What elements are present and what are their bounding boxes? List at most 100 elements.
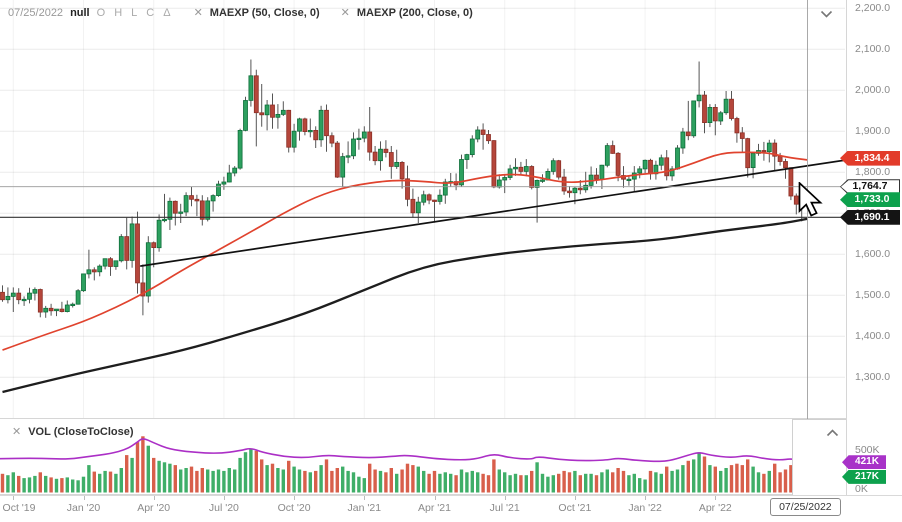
candle-body	[534, 179, 540, 188]
volume-bar	[389, 468, 393, 493]
chevron-up-icon[interactable]	[826, 429, 839, 437]
time-axis-label: Jan '20	[66, 502, 101, 514]
chart-legend: 07/25/2022 null O H L C Δ ✕ MAEXP (50, C…	[8, 6, 473, 20]
volume-bar	[573, 470, 577, 493]
volume-bar	[206, 469, 210, 493]
candle-body	[54, 308, 59, 312]
volume-bar	[265, 465, 269, 493]
time-axis-label: Oct '20	[277, 502, 311, 514]
candle-body	[324, 109, 329, 137]
time-axis-label: Oct '19	[2, 502, 36, 514]
volume-bar	[584, 473, 588, 493]
candle-body	[16, 292, 22, 301]
remove-volume-icon[interactable]: ✕	[12, 426, 22, 438]
volume-bar	[125, 455, 129, 493]
volume-bar	[551, 475, 555, 493]
remove-ma50-icon[interactable]: ✕	[193, 7, 203, 19]
candle-body	[432, 199, 437, 202]
gridlines	[0, 0, 845, 419]
volume-bar	[724, 468, 728, 493]
volume-bar	[546, 476, 550, 493]
volume-axis-label-0k: 0K	[855, 483, 868, 495]
price-axis-label: 1,800.0	[855, 165, 891, 178]
volume-bar	[465, 472, 469, 493]
candle-body	[475, 129, 481, 140]
candle-body	[318, 109, 324, 141]
study-label-ma50[interactable]: MAEXP (50, Close, 0)	[209, 6, 320, 19]
ohlc-field-l: L	[131, 6, 139, 19]
volume-bar	[157, 460, 161, 493]
volume-study-label[interactable]: VOL (CloseToClose)	[28, 425, 134, 438]
pane-separator-top[interactable]	[0, 418, 902, 419]
candle-body	[135, 223, 140, 284]
ohlc-field-h: H	[114, 6, 124, 19]
volume-bar	[605, 469, 609, 493]
candle-body	[167, 200, 173, 220]
volume-bar	[297, 469, 302, 493]
volume-bar	[119, 468, 123, 493]
volume-bar	[270, 463, 275, 493]
candle-body	[410, 198, 416, 214]
volume-bar	[459, 469, 464, 493]
study-label-ma200[interactable]: MAEXP (200, Close, 0)	[356, 6, 473, 19]
volume-bar	[216, 469, 221, 493]
volume-bar	[708, 465, 712, 493]
volume-bar	[308, 472, 312, 493]
candle-body	[502, 177, 508, 181]
candle-body	[718, 112, 724, 122]
candle-body	[707, 107, 713, 124]
volume-bar	[200, 468, 204, 493]
time-axis-label: Jul '21	[489, 502, 520, 514]
volume-bar	[400, 469, 404, 493]
candle-body	[199, 200, 205, 220]
candle-body	[151, 242, 157, 248]
candle-body	[691, 100, 697, 137]
chevron-down-icon[interactable]	[820, 10, 833, 18]
candle-body	[361, 131, 367, 139]
candle-body	[75, 290, 81, 305]
volume-bar	[71, 479, 75, 493]
candle-body	[340, 156, 346, 178]
candle-body	[129, 223, 135, 261]
ema200-line[interactable]	[2, 217, 808, 394]
volume-bar	[260, 459, 264, 493]
candle-body	[496, 179, 502, 188]
time-axis-tick	[294, 496, 296, 500]
candle-body	[426, 194, 432, 201]
candle-body	[739, 132, 745, 139]
price-chart-plot	[0, 0, 846, 419]
candle-body	[415, 201, 421, 214]
volume-bar	[22, 478, 26, 493]
crosshair-price-tag-text: 1,764.7	[841, 180, 899, 194]
volume-bar	[87, 465, 91, 493]
volume-bar	[141, 436, 145, 493]
candle-body	[772, 142, 778, 157]
trendline[interactable]	[140, 159, 846, 267]
volume-bar	[767, 470, 771, 493]
volume-bar	[443, 472, 447, 493]
volume-bar	[168, 463, 172, 493]
candle-body	[226, 172, 232, 183]
time-axis-tick	[434, 496, 436, 500]
candle-body	[113, 260, 119, 267]
volume-bar	[146, 445, 150, 493]
candle-body	[648, 159, 653, 175]
price-axis[interactable]: 2,200.02,100.02,000.01,900.01,800.01,700…	[840, 0, 902, 522]
volume-bar	[362, 478, 366, 493]
volume-bar	[621, 470, 626, 493]
ema50-line[interactable]	[2, 151, 808, 351]
remove-ma200-icon[interactable]: ✕	[340, 7, 350, 19]
candle-body	[0, 291, 5, 301]
candle-body	[793, 195, 799, 205]
candle-body	[178, 211, 184, 214]
volume-axis-hover-panel[interactable]	[792, 419, 848, 506]
volume-bar	[114, 473, 118, 493]
volume-bar	[638, 478, 642, 493]
candle-body	[388, 152, 394, 167]
volume-indicator-line[interactable]	[0, 438, 808, 463]
volume-bar	[341, 466, 345, 493]
candle-body	[5, 295, 11, 301]
candle-body	[140, 282, 146, 297]
time-axis[interactable]: Oct '19 Jan '20 Apr '20 Jul '20 Oct '20 Jan '…	[0, 495, 902, 522]
